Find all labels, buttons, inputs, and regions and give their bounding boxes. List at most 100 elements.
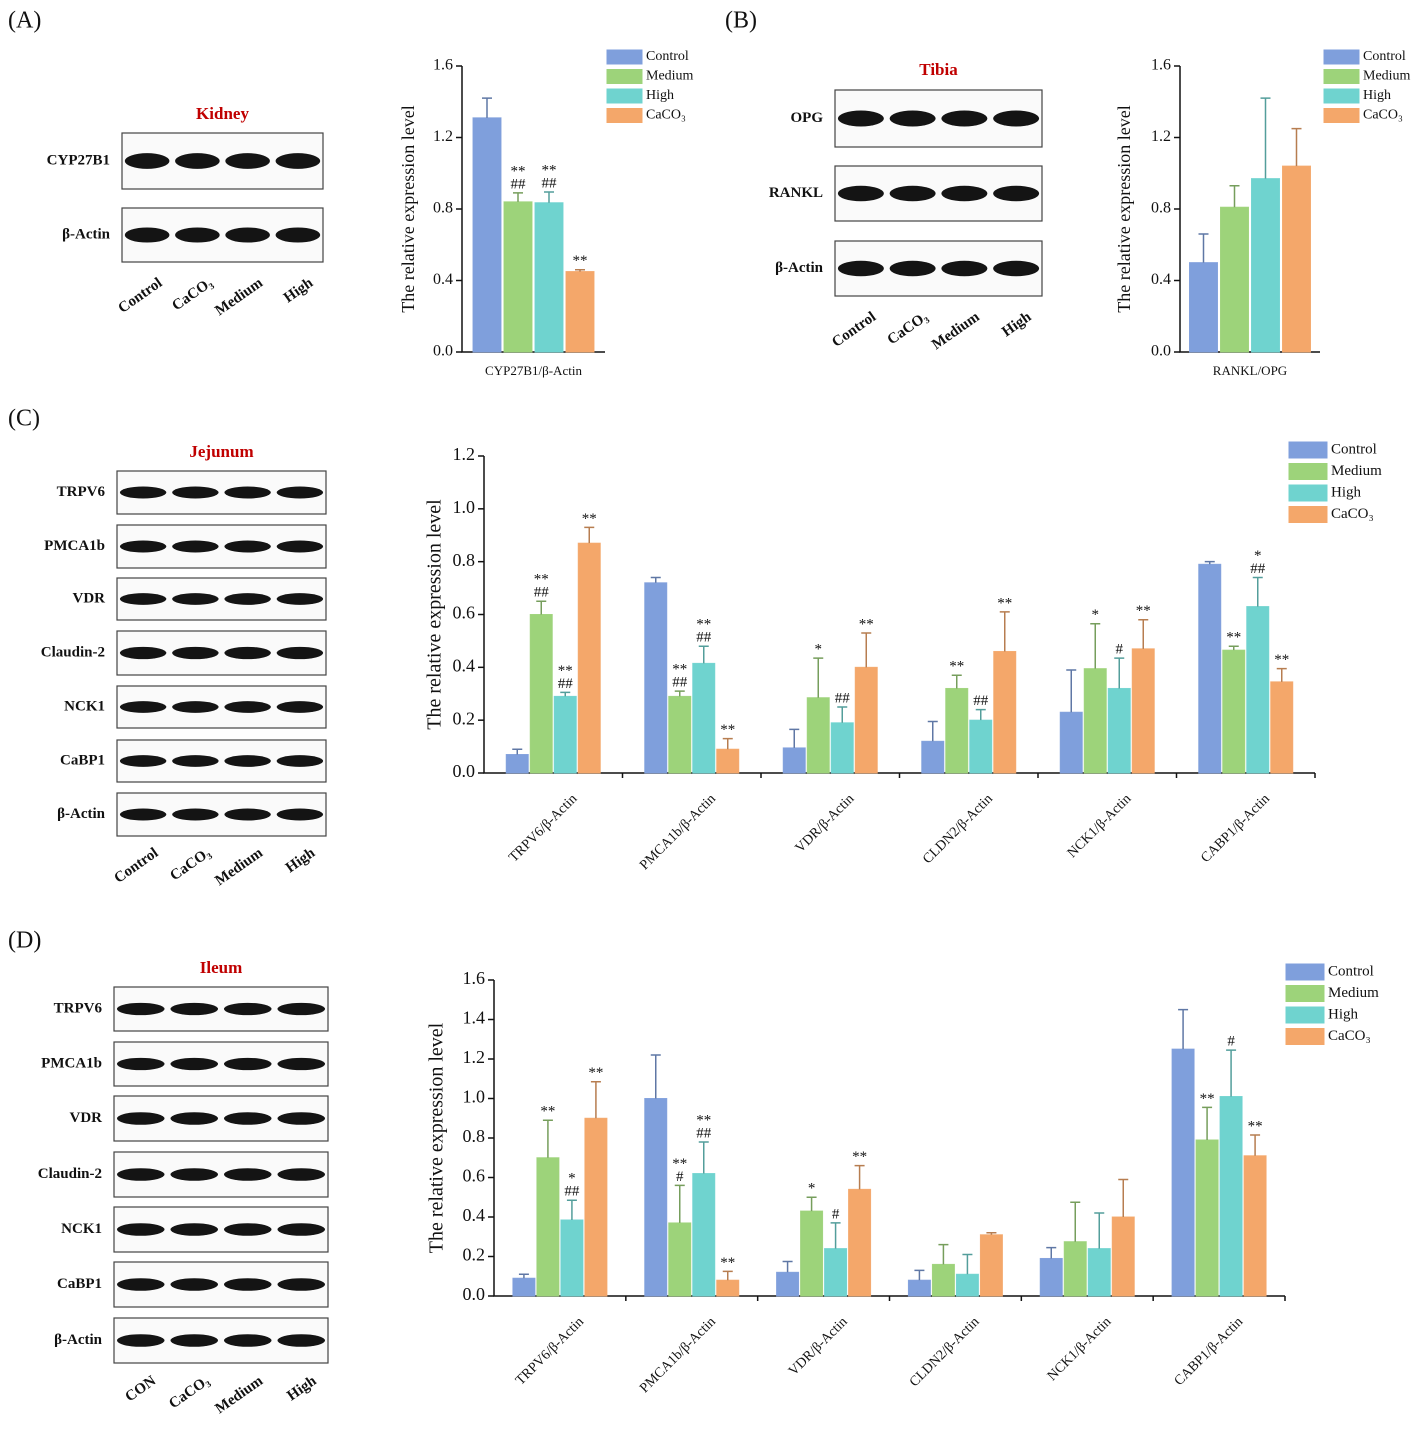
blot-band	[275, 153, 321, 169]
significance-mark: *	[568, 1171, 576, 1187]
bar	[644, 582, 668, 774]
blot-band	[119, 540, 167, 553]
blot-row-label: CaBP1	[57, 1276, 102, 1292]
blot-band	[119, 646, 167, 660]
blot-band	[172, 486, 219, 499]
blot-band	[172, 755, 219, 767]
bar	[776, 1271, 800, 1297]
blot-band	[223, 1112, 272, 1125]
significance-mark: ##	[564, 1184, 580, 1200]
legend-label: Control	[1363, 49, 1406, 64]
blot-band	[277, 1168, 326, 1181]
error-bar	[1046, 1246, 1057, 1259]
legend-swatch	[1288, 441, 1328, 459]
blot-band	[116, 1223, 165, 1236]
x-tick-label: CYP27B1/β-Actin	[485, 363, 582, 378]
blot-band	[837, 185, 884, 202]
blot-band	[119, 701, 167, 713]
significance-mark: **	[534, 572, 549, 588]
bar	[824, 1248, 848, 1297]
blot-band	[119, 755, 167, 767]
y-tick-label: 1.0	[463, 1087, 486, 1107]
legend-swatch	[1285, 1006, 1325, 1024]
blot-band	[224, 808, 271, 821]
error-bar	[861, 632, 872, 668]
error-bar	[938, 1243, 949, 1265]
bar	[1111, 1216, 1135, 1297]
significance-mark: ##	[696, 1125, 712, 1141]
significance-mark: **	[582, 511, 597, 527]
significance-mark: ##	[835, 690, 851, 706]
blot-band	[224, 646, 271, 660]
significance-mark: #	[676, 1169, 684, 1185]
error-bar	[722, 1270, 733, 1281]
blot-band	[170, 1057, 219, 1071]
lane-label: Medium	[212, 275, 266, 319]
bar	[692, 1173, 716, 1297]
error-bar	[1066, 669, 1077, 713]
significance-mark: #	[1227, 1034, 1235, 1050]
significance-mark: **	[696, 617, 711, 633]
significance-mark: ##	[542, 175, 558, 191]
x-tick-label: TRPV6/β-Actin	[513, 1314, 587, 1388]
bar	[979, 1234, 1003, 1297]
significance-mark: ##	[973, 693, 989, 709]
blot-row-label: VDR	[70, 1110, 103, 1126]
bar	[806, 697, 830, 774]
blot-band	[172, 593, 219, 605]
bar	[512, 1277, 536, 1297]
panel-label: (A)	[8, 8, 41, 34]
significance-mark: #	[1116, 642, 1124, 658]
blot-band	[276, 808, 324, 821]
blot-band	[276, 540, 324, 553]
bar	[716, 1279, 740, 1297]
error-bar	[837, 706, 848, 723]
legend-label: High	[1328, 1006, 1359, 1022]
error-bar	[536, 600, 547, 615]
legend-label: Medium	[1328, 985, 1379, 1001]
blot-band	[277, 1334, 326, 1347]
y-tick-label: 0.4	[433, 271, 453, 288]
error-bar	[1202, 1106, 1213, 1140]
y-axis-label: The relative expression level	[1114, 105, 1134, 312]
blot-band	[277, 1223, 326, 1236]
x-tick-label: CLDN2/β-Actin	[907, 1314, 983, 1390]
error-bar	[1228, 645, 1239, 651]
lane-label: High	[999, 309, 1035, 341]
significance-mark: **	[1200, 1091, 1215, 1107]
legend-swatch	[1323, 49, 1360, 65]
blot-band	[223, 1223, 272, 1236]
bar	[472, 117, 502, 353]
bar	[1039, 1257, 1063, 1297]
x-tick-label: PMCA1b/β-Actin	[637, 1314, 719, 1396]
blot-band	[941, 110, 988, 127]
significance-mark: *	[815, 642, 823, 658]
blot-band	[224, 486, 271, 499]
legend-label: CaCO₃	[1363, 108, 1403, 123]
blot-band	[170, 1223, 219, 1236]
bar	[644, 1098, 668, 1297]
significance-mark: ##	[511, 176, 527, 192]
error-bar	[962, 1253, 973, 1275]
legend-swatch	[1323, 108, 1360, 123]
significance-mark: ##	[558, 676, 574, 692]
error-bar	[806, 1196, 817, 1212]
lane-label: High	[281, 275, 317, 307]
blot-band	[276, 593, 324, 605]
y-tick-label: 1.6	[433, 57, 453, 74]
lane-label: Medium	[212, 845, 266, 889]
blot-band	[172, 646, 219, 660]
bar	[1198, 563, 1222, 774]
y-tick-label: 0.8	[463, 1126, 486, 1146]
blot-band	[116, 1334, 165, 1347]
significance-mark: **	[588, 1065, 603, 1081]
bar	[1083, 668, 1107, 774]
error-bar	[927, 720, 938, 742]
bar	[1282, 165, 1311, 353]
bar	[969, 719, 993, 774]
blot-band	[170, 1002, 219, 1016]
legend-label: CaCO₃	[646, 108, 686, 123]
legend-swatch	[1288, 484, 1328, 502]
error-bar	[830, 1222, 841, 1249]
